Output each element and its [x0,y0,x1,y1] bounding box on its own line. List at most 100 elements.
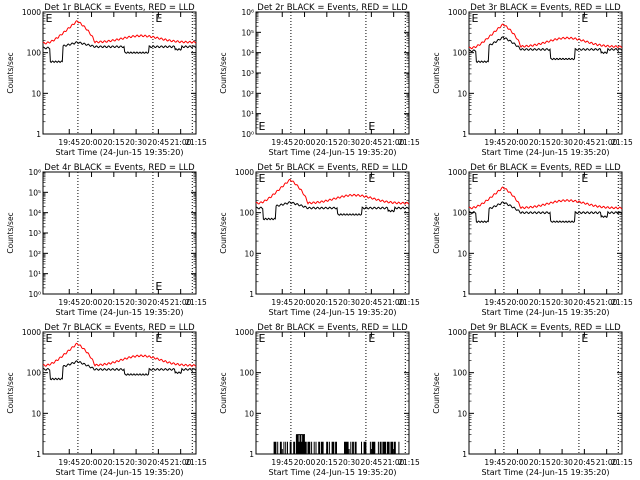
series-events-spikes [273,434,400,454]
x-tick-label: 20:30 [551,298,573,307]
x-tick-label: 20:30 [338,298,360,307]
y-tick-label: 10⁴ [241,49,254,58]
y-tick-label: 10¹ [241,110,254,119]
x-tick-label: 20:45 [148,458,170,467]
y-axis-label: Counts/sec [6,372,15,413]
x-axis-label: Start Time (24-Jun-15 19:35:20) [56,468,184,477]
x-tick-label: 20:00 [507,138,529,147]
series-lld-line [468,186,623,210]
e-marker: E [581,12,588,25]
x-tick-label: 20:45 [361,138,383,147]
y-tick-label: 100 [453,369,468,378]
x-tick-label: 20:15 [529,138,551,147]
y-axis-label: Counts/sec [219,212,228,253]
x-tick-label: 21:15 [398,298,420,307]
e-marker: E [45,332,52,345]
y-tick-label: 1000 [448,168,467,177]
e-marker: E [471,172,478,185]
y-tick-label: 1000 [448,8,467,17]
chart-panel-2: Det 2r BLACK = Events, RED = LLD 10⁰ 10¹ 10… [219,3,420,157]
e-marker: E [258,332,265,345]
x-tick-label: 21:00 [596,458,618,467]
e-marker: E [368,332,375,345]
x-tick-label: 20:30 [125,138,147,147]
y-tick-label: 10⁶ [28,168,41,177]
plot-frame [468,11,623,135]
x-tick-label: 20:45 [361,298,383,307]
plot-frame [42,11,197,135]
y-tick-label: 1 [249,450,254,459]
y-tick-label: 1000 [448,328,467,337]
y-tick-label: 1 [462,450,467,459]
chart-title: Det 9r BLACK = Events, RED = LLD [470,323,621,333]
chart-panel-8: Det 8r BLACK = Events, RED = LLD 1 10 100 10… [219,323,420,477]
x-tick-label: 19:45 [58,298,80,307]
x-tick-label: 20:00 [294,138,316,147]
x-tick-label: 20:15 [529,458,551,467]
series-events-line [468,201,623,224]
x-tick-label: 19:45 [271,458,293,467]
y-axis-label: Counts/sec [432,212,441,253]
plot-frame [42,331,197,455]
y-tick-label: 1 [36,130,41,139]
e-marker: E [155,12,162,25]
x-tick-label: 20:00 [81,298,103,307]
y-tick-label: 100 [27,49,42,58]
x-tick-label: 20:45 [574,138,596,147]
e-marker: E [471,332,478,345]
y-tick-label: 10 [31,89,41,98]
x-tick-label: 21:15 [611,298,633,307]
series-events-line [42,360,197,381]
x-tick-label: 20:45 [574,458,596,467]
y-tick-label: 1 [249,290,254,299]
x-tick-label: 20:00 [294,458,316,467]
x-tick-label: 21:15 [611,458,633,467]
x-tick-label: 20:30 [551,138,573,147]
x-tick-label: 21:15 [398,458,420,467]
x-axis-label: Start Time (24-Jun-15 19:35:20) [269,468,397,477]
x-tick-label: 20:30 [338,138,360,147]
x-tick-label: 19:45 [58,458,80,467]
e-marker: E [368,120,375,133]
series-events-line [468,36,623,64]
chart-title: Det 6r BLACK = Events, RED = LLD [470,163,621,173]
e-marker: E [45,12,52,25]
x-axis-label: Start Time (24-Jun-15 19:35:20) [482,148,610,157]
x-axis-label: Start Time (24-Jun-15 19:35:20) [269,148,397,157]
x-axis-label: Start Time (24-Jun-15 19:35:20) [269,308,397,317]
chart-title: Det 1r BLACK = Events, RED = LLD [44,3,195,13]
x-tick-label: 21:00 [170,138,192,147]
x-tick-label: 19:45 [271,138,293,147]
x-tick-label: 20:30 [551,458,573,467]
e-marker: E [155,332,162,345]
chart-title: Det 2r BLACK = Events, RED = LLD [257,3,408,13]
x-tick-label: 19:45 [484,298,506,307]
x-tick-label: 20:00 [81,138,103,147]
plot-frame [468,331,623,455]
x-tick-label: 21:00 [170,458,192,467]
y-tick-label: 1000 [22,328,41,337]
x-tick-label: 19:45 [484,458,506,467]
y-tick-label: 10³ [241,69,254,78]
x-tick-label: 20:45 [361,458,383,467]
chart-panel-3: Det 3r BLACK = Events, RED = LLD 1 10 100 10… [432,3,633,157]
e-marker: E [471,12,478,25]
e-marker: E [368,172,375,185]
e-marker: E [581,172,588,185]
x-tick-label: 20:45 [574,298,596,307]
plot-frame [255,171,410,295]
y-axis-label: Counts/sec [6,212,15,253]
y-tick-label: 10⁵ [28,188,41,197]
x-tick-label: 21:15 [611,138,633,147]
chart-title: Det 3r BLACK = Events, RED = LLD [470,3,621,13]
y-tick-label: 10⁶ [241,8,254,17]
x-tick-label: 20:30 [125,298,147,307]
x-tick-label: 20:15 [316,458,338,467]
x-tick-label: 19:45 [484,138,506,147]
y-tick-label: 10 [457,409,467,418]
chart-panel-7: Det 7r BLACK = Events, RED = LLD 1 10 100 10… [6,323,207,477]
x-tick-label: 20:00 [507,298,529,307]
x-tick-label: 21:00 [383,138,405,147]
x-tick-label: 20:45 [148,298,170,307]
